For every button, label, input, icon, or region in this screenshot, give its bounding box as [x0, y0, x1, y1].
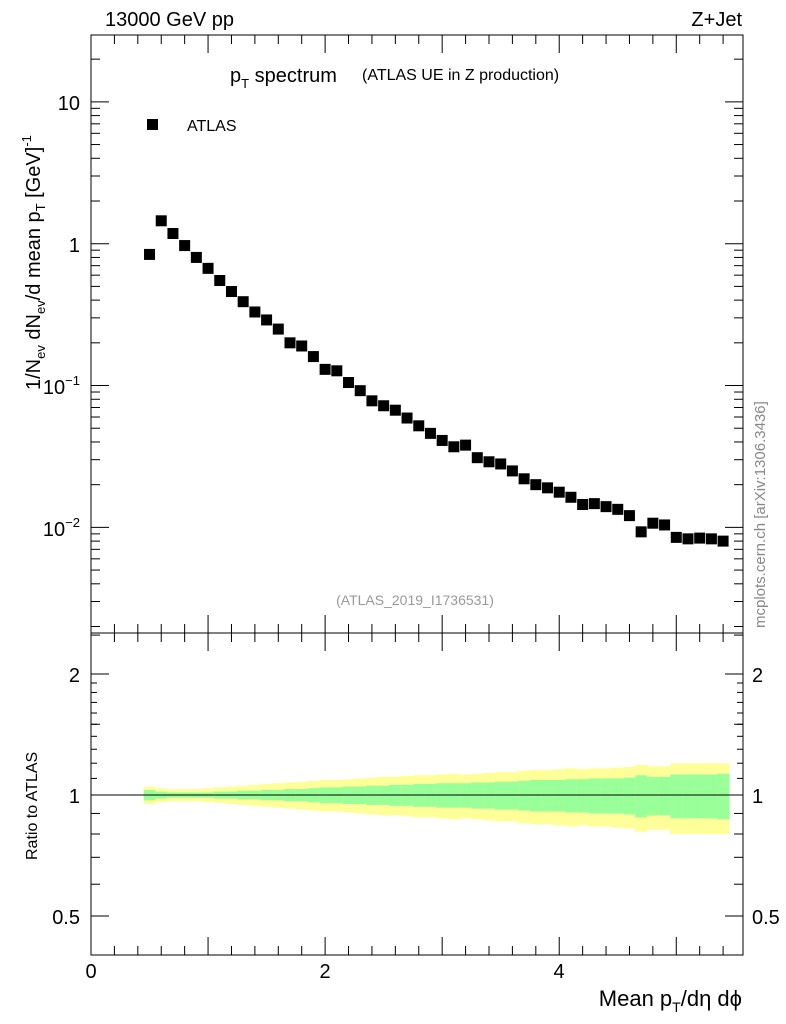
- inner-band-bin: [647, 776, 660, 816]
- y-tick-label-0.1: 10−1: [43, 373, 80, 399]
- data-point: [600, 501, 612, 513]
- plot-subtitle: (ATLAS UE in Z production): [362, 67, 559, 84]
- y-tick-label-0.01: 10−2: [43, 515, 80, 541]
- ratio-y-tick-0.5-left: 0.5: [52, 907, 80, 929]
- process-label: Z+Jet: [691, 9, 742, 31]
- data-point: [389, 404, 401, 416]
- data-point: [705, 533, 717, 545]
- data-point: [296, 340, 308, 352]
- data-point: [214, 275, 226, 287]
- ratio-y-tick-1-right: 1: [752, 786, 763, 808]
- data-point: [588, 498, 600, 510]
- data-point: [179, 240, 191, 252]
- data-point: [424, 427, 436, 439]
- inner-band-bin: [658, 776, 671, 816]
- data-point: [612, 503, 624, 515]
- data-point: [448, 441, 460, 453]
- analysis-id: (ATLAS_2019_I1736531): [336, 592, 494, 608]
- legend-marker-atlas: [147, 119, 158, 130]
- data-point: [331, 365, 343, 377]
- y-axis-label: 1/Nev dNev/d mean pT [GeV]-1: [19, 135, 48, 390]
- main-axis-ticks: [90, 35, 743, 633]
- data-point: [495, 458, 507, 470]
- inner-band-bin: [693, 774, 707, 819]
- data-point: [506, 465, 518, 477]
- data-point: [542, 482, 554, 494]
- data-point: [518, 473, 530, 485]
- ratio-y-tick-1-left: 1: [69, 786, 80, 808]
- inner-band-bin: [600, 778, 613, 814]
- data-point: [401, 412, 413, 424]
- inner-band-bin: [623, 777, 636, 815]
- data-points: [144, 215, 729, 547]
- data-point: [307, 351, 319, 363]
- data-point: [249, 306, 261, 318]
- inner-band-bin: [494, 781, 508, 810]
- data-point: [553, 486, 565, 498]
- data-point: [354, 385, 366, 397]
- data-point: [694, 532, 706, 544]
- inner-band-bin: [635, 775, 648, 818]
- data-point: [577, 498, 589, 510]
- data-point: [635, 526, 647, 538]
- ratio-y-tick-0.5-right: 0.5: [752, 907, 780, 929]
- ratio-y-tick-2-right: 2: [752, 665, 763, 687]
- data-point: [366, 395, 378, 407]
- x-tick-label-0: 0: [85, 961, 96, 983]
- data-point: [167, 227, 179, 239]
- legend-label-atlas: ATLAS: [187, 118, 237, 135]
- data-point: [144, 248, 156, 260]
- inner-band-bin: [541, 779, 554, 812]
- x-axis-label: Mean pT/dη dϕ: [599, 986, 742, 1015]
- data-point: [717, 535, 729, 547]
- inner-band-bin: [565, 779, 578, 813]
- inner-band-bin: [553, 779, 566, 812]
- inner-band-bin: [506, 781, 519, 810]
- inner-band-bin: [705, 774, 718, 819]
- plot-title: pT spectrum: [230, 65, 337, 91]
- data-point: [225, 286, 237, 298]
- data-point: [413, 420, 425, 432]
- ratio-y-tick-2-left: 2: [69, 665, 80, 687]
- inner-band-bin: [670, 774, 683, 819]
- inner-band-bin: [717, 773, 730, 820]
- data-point: [623, 510, 635, 522]
- data-point: [530, 479, 542, 491]
- data-point: [483, 456, 495, 468]
- data-point: [471, 452, 483, 464]
- ratio-bands: [143, 763, 730, 834]
- data-point: [436, 434, 448, 446]
- data-point: [659, 519, 671, 531]
- data-point: [378, 400, 390, 412]
- inner-band-bin: [682, 774, 695, 819]
- data-point: [190, 251, 202, 263]
- side-watermark: mcplots.cern.ch [arXiv:1306.3436]: [752, 401, 769, 628]
- data-point: [272, 323, 284, 335]
- inner-band-bin: [518, 780, 531, 811]
- data-point: [261, 314, 273, 326]
- data-point: [460, 439, 472, 451]
- inner-band-bin: [588, 778, 601, 814]
- ratio-plot-frame: [90, 632, 744, 956]
- data-point: [682, 533, 694, 545]
- y-tick-label-10: 10: [58, 93, 80, 115]
- data-point: [237, 296, 249, 308]
- energy-label: 13000 GeV pp: [105, 9, 234, 31]
- data-point: [202, 262, 214, 274]
- x-tick-label-4: 4: [553, 961, 564, 983]
- ratio-y-axis-label: Ratio to ATLAS: [24, 752, 41, 860]
- data-point: [319, 363, 331, 375]
- data-point: [565, 491, 577, 503]
- inner-band-bin: [529, 779, 543, 812]
- data-point: [155, 215, 167, 227]
- data-point: [343, 377, 355, 389]
- data-point: [647, 517, 659, 529]
- inner-band-bin: [576, 779, 589, 813]
- data-point: [284, 337, 296, 349]
- inner-band-bin: [611, 778, 625, 814]
- x-tick-label-2: 2: [319, 961, 330, 983]
- y-tick-label-1: 1: [69, 235, 80, 257]
- data-point: [670, 531, 682, 543]
